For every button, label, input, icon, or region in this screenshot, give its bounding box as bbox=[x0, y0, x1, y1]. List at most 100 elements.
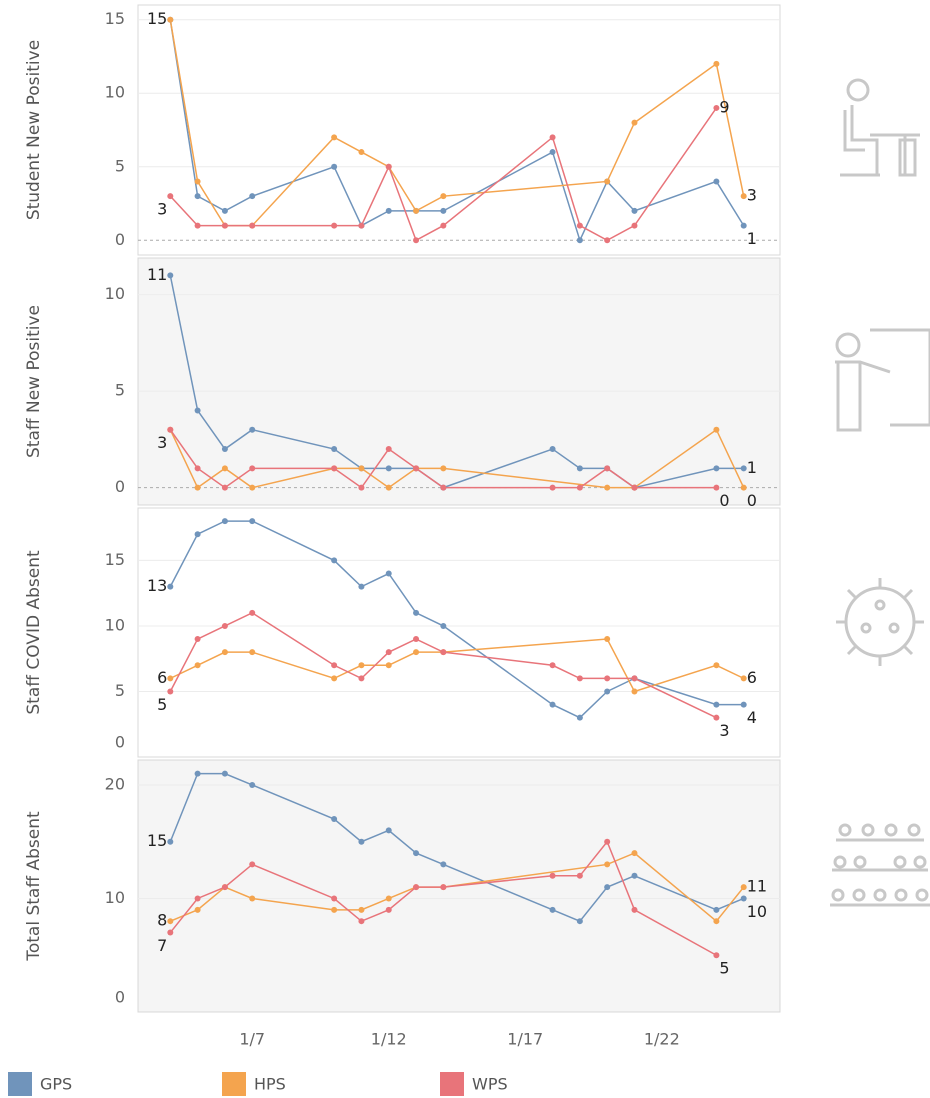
y-tick-label: 15 bbox=[105, 9, 125, 28]
data-point bbox=[713, 714, 720, 721]
data-point bbox=[631, 688, 638, 695]
data-point bbox=[194, 193, 201, 200]
data-point bbox=[713, 952, 720, 959]
legend-swatch bbox=[8, 1072, 32, 1096]
y-tick-label: 0 bbox=[115, 988, 125, 1007]
data-point bbox=[249, 609, 256, 616]
x-tick-label: 1/12 bbox=[371, 1030, 407, 1049]
data-point bbox=[194, 906, 201, 913]
data-label: 9 bbox=[719, 97, 729, 116]
data-point bbox=[385, 570, 392, 577]
data-point bbox=[631, 119, 638, 126]
data-point bbox=[194, 222, 201, 229]
data-point bbox=[194, 484, 201, 491]
data-point bbox=[249, 222, 256, 229]
data-label: 4 bbox=[747, 708, 757, 727]
y-tick-label: 15 bbox=[105, 550, 125, 569]
data-point bbox=[549, 701, 556, 708]
data-point bbox=[604, 484, 611, 491]
y-tick-label: 10 bbox=[105, 284, 125, 303]
data-point bbox=[358, 918, 365, 925]
data-point bbox=[740, 884, 747, 891]
data-label: 3 bbox=[719, 721, 729, 740]
series-line bbox=[169, 840, 717, 956]
data-point bbox=[713, 465, 720, 472]
y-tick-label: 10 bbox=[105, 615, 125, 634]
data-point bbox=[631, 850, 638, 857]
data-point bbox=[167, 193, 174, 200]
data-label: 11 bbox=[147, 265, 167, 284]
icon-virus bbox=[836, 578, 924, 666]
y-tick-label: 10 bbox=[105, 83, 125, 102]
data-point bbox=[358, 906, 365, 913]
data-point bbox=[549, 484, 556, 491]
data-point bbox=[358, 662, 365, 669]
data-point bbox=[440, 884, 447, 891]
y-axis-title: Staff COVID Absent bbox=[24, 550, 44, 715]
data-point bbox=[167, 583, 174, 590]
data-point bbox=[440, 649, 447, 656]
data-point bbox=[413, 237, 420, 244]
data-label: 13 bbox=[147, 576, 167, 595]
data-point bbox=[440, 222, 447, 229]
data-point bbox=[740, 701, 747, 708]
data-point bbox=[167, 688, 174, 695]
y-tick-label: 20 bbox=[105, 774, 125, 793]
data-point bbox=[194, 531, 201, 538]
data-point bbox=[576, 918, 583, 925]
data-label: 1 bbox=[747, 458, 757, 477]
data-point bbox=[576, 484, 583, 491]
data-point bbox=[549, 906, 556, 913]
data-point bbox=[331, 906, 338, 913]
data-point bbox=[576, 222, 583, 229]
y-tick-label: 5 bbox=[115, 681, 125, 700]
data-label: 8 bbox=[157, 911, 167, 930]
data-point bbox=[221, 518, 228, 525]
data-point bbox=[167, 272, 174, 279]
data-point bbox=[385, 895, 392, 902]
legend-swatch bbox=[222, 1072, 246, 1096]
data-point bbox=[331, 134, 338, 141]
data-point bbox=[740, 222, 747, 229]
data-label: 3 bbox=[157, 433, 167, 452]
data-point bbox=[221, 484, 228, 491]
y-tick-label: 10 bbox=[105, 888, 125, 907]
data-point bbox=[385, 465, 392, 472]
data-point bbox=[631, 906, 638, 913]
data-point bbox=[713, 662, 720, 669]
data-point bbox=[331, 816, 338, 823]
data-point bbox=[549, 149, 556, 156]
data-label: 0 bbox=[719, 491, 729, 510]
data-point bbox=[385, 484, 392, 491]
data-label: 15 bbox=[147, 9, 167, 28]
data-point bbox=[549, 872, 556, 879]
data-point bbox=[576, 237, 583, 244]
data-point bbox=[713, 918, 720, 925]
data-point bbox=[221, 622, 228, 629]
data-point bbox=[576, 675, 583, 682]
data-point bbox=[604, 237, 611, 244]
data-point bbox=[413, 609, 420, 616]
data-point bbox=[740, 193, 747, 200]
data-point bbox=[740, 484, 747, 491]
data-point bbox=[331, 675, 338, 682]
data-point bbox=[740, 895, 747, 902]
data-point bbox=[549, 662, 556, 669]
data-point bbox=[440, 465, 447, 472]
data-point bbox=[413, 884, 420, 891]
data-point bbox=[440, 484, 447, 491]
legend-label: GPS bbox=[40, 1075, 72, 1094]
data-point bbox=[221, 207, 228, 214]
data-point bbox=[358, 484, 365, 491]
data-point bbox=[331, 465, 338, 472]
data-point bbox=[249, 649, 256, 656]
data-point bbox=[358, 583, 365, 590]
data-point bbox=[385, 163, 392, 170]
data-point bbox=[249, 861, 256, 868]
data-point bbox=[249, 781, 256, 788]
data-point bbox=[167, 929, 174, 936]
data-point bbox=[713, 484, 720, 491]
data-label: 11 bbox=[747, 877, 767, 896]
